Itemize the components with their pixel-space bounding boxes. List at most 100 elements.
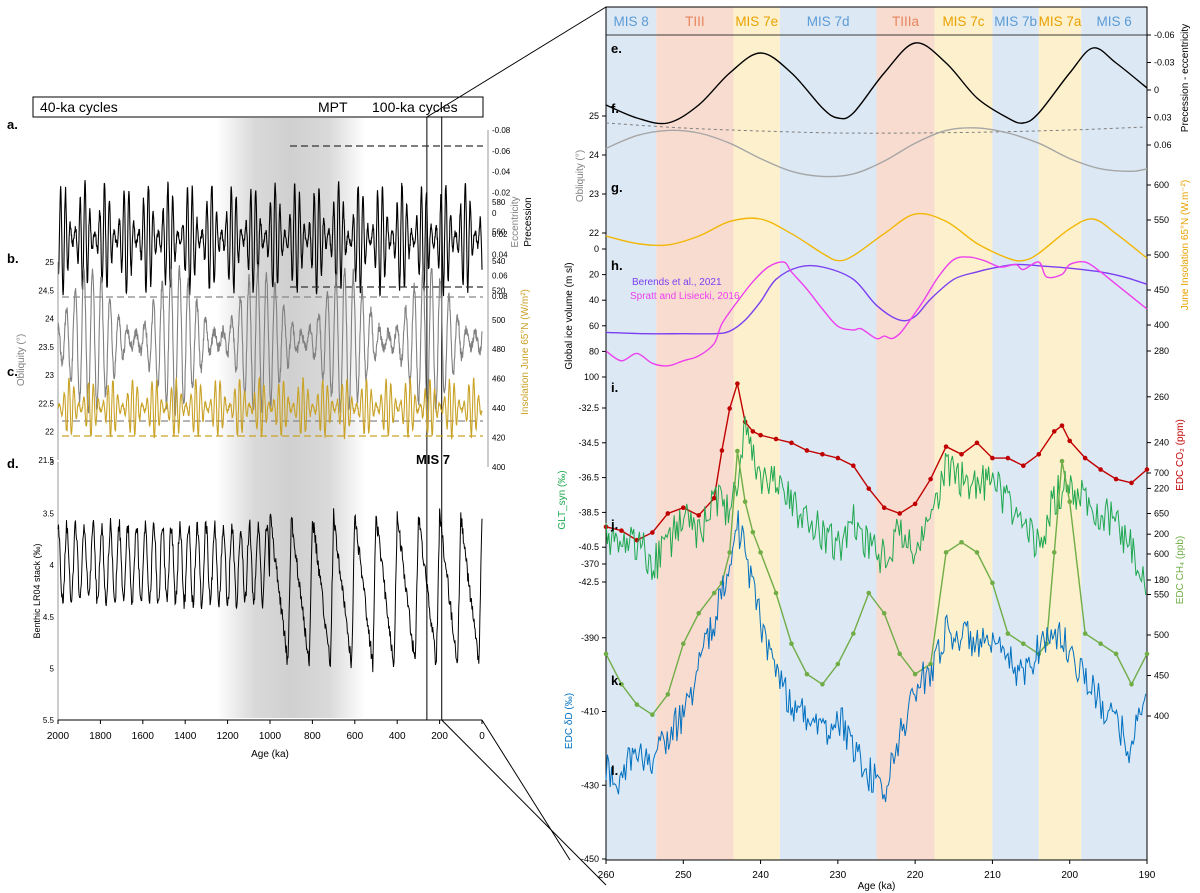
data-point [835,661,841,667]
y-tick-label: 23 [45,371,54,380]
right-series-extra-5 [605,256,1148,367]
data-point [990,455,995,461]
y-tick-label: 22.5 [38,399,54,408]
y-tick-label: 440 [492,404,506,413]
right-series-i: i. [603,380,1150,543]
data-point [928,476,933,482]
data-point [711,590,717,596]
y-tick-label: -34.5 [578,438,599,448]
data-point [1082,455,1088,461]
y-tick-label: 0.04 [492,251,508,260]
y-tick-label: 24.5 [38,286,54,295]
data-point [835,455,841,461]
data-point [1059,423,1065,428]
stage-mis-7b: MIS 7b [992,7,1039,860]
y-tick-label: 25 [589,111,599,121]
stage-tiii: TIII [656,7,734,860]
data-point [603,651,609,657]
series-line [605,383,1148,542]
y-tick-label: 0 [594,244,599,254]
y-tick-label: 200 [1154,529,1169,539]
data-point [758,432,763,438]
x-tick-label: 1800 [89,731,112,742]
panel-letter: e. [611,41,622,56]
panel-letter: f. [611,101,619,116]
right-x-axis: 260 250 240 230 220 210 200 190 Age (ka) [598,860,1156,892]
y-tick-label: 180 [1154,575,1169,585]
left-panel-a: -0.08 -0.06 -0.04 -0.02 0 0.02 0.04 0.06 0.08 a. E… [7,117,534,301]
series-line [605,42,1148,125]
data-point [1113,476,1119,482]
x-tick-label: 240 [752,870,769,881]
y-tick-label: 500 [1154,250,1169,260]
stage-mis-7a: MIS 7a [1039,7,1082,860]
x-tick-label: 1200 [216,731,239,742]
ylabel-eccentricity: Eccentricity [510,196,521,247]
y-axis-label: June Insolation 65°N (W.m⁻²) [1180,180,1191,310]
y-tick-label: 4 [50,561,55,570]
y-tick-label: 24 [45,315,54,324]
data-point [1005,455,1011,461]
y-tick-label: -410 [581,707,599,717]
panel-letter: j. [610,517,618,532]
right-series-l: l. [605,510,1147,803]
x-tick-label: 200 [1061,870,1078,881]
y-axis-label: GLT_syn (‰) [557,470,568,529]
zoom-connector-lines [426,6,607,886]
panel-letter: d. [7,456,19,471]
y-axis-label: Global ice volume (m sl) [564,262,575,369]
y-tick-label: 460 [492,375,506,384]
y-tick-label: 0.06 [1154,140,1172,150]
data-point [897,651,902,657]
y-tick-label: -370 [581,559,599,569]
stage-label: MIS 7b [994,14,1037,29]
y-tick-label: -40.5 [578,542,599,552]
legend-berends: Berends et al., 2021 [632,277,722,288]
left-panel-d: 3 3.5 4 4.5 5 5.5 d. Benthic LR04 stack (‰) [7,456,483,725]
series-line [57,264,483,418]
stage-label: MIS 7a [1039,14,1082,29]
right-series-g: g. [605,180,1148,262]
left-x-axis: 2000 1800 1600 1400 1200 1000 800 600 400 200 0Age… [47,719,485,760]
data-point [789,641,794,647]
data-point [634,702,640,707]
data-point [773,590,779,596]
data-point [897,511,902,516]
x-axis-label: Age (ka) [251,749,289,760]
data-point [727,550,732,555]
y-axis-label: EDC CO₂ (ppm) [1175,419,1186,491]
x-axis-label: Age (ka) [858,881,896,892]
panel-letter: h. [611,258,623,273]
data-point [773,436,779,442]
y-tick-label: 5.5 [43,716,55,725]
data-point [619,681,624,687]
y-tick-label: 240 [1154,438,1169,448]
data-point [881,610,887,616]
data-point [912,501,918,507]
zoom-line-bottom-b [481,719,571,861]
y-tick-label: 500 [492,316,506,325]
stage-label: TIIIa [892,14,919,29]
cycles-banner [32,96,484,118]
y-tick-label: 450 [1154,285,1169,295]
x-tick-label: 260 [598,870,615,881]
y-tick-label: 5 [50,664,55,673]
data-point [619,528,624,533]
y-tick-label: 400 [1154,711,1169,721]
series-line [57,508,483,673]
ice-volume-legend: Berends et al., 2021 Spratt and Lisiecki,… [630,277,740,302]
y-axis-label: EDC CH₄ (ppb) [1175,536,1186,605]
stage-band [606,7,657,860]
data-point [680,641,686,647]
panel-letter: c. [7,364,18,379]
series-line [605,416,1147,595]
data-point [650,530,655,535]
ylabel-obliquity: Obliquity (°) [16,334,27,386]
data-point [750,529,756,535]
mis7-window [426,116,443,721]
y-tick-label: 500 [1154,630,1169,640]
data-point [711,495,717,501]
stage-mis-7c: MIS 7c [934,7,993,860]
